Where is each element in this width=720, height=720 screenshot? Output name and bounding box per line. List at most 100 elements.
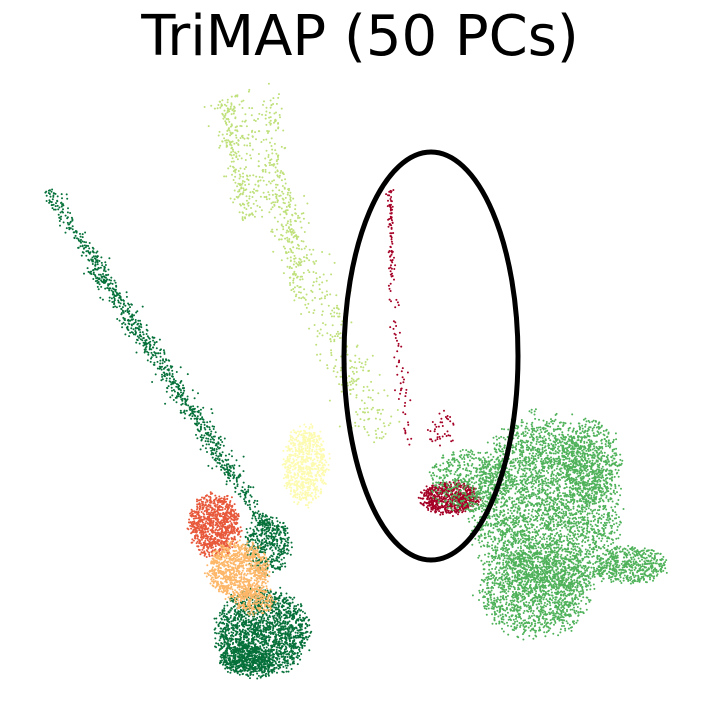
point [286,544,289,547]
point [303,642,306,644]
point [150,356,153,359]
point [288,626,290,628]
point [295,234,298,237]
point [339,369,342,372]
point [252,637,254,640]
point [375,436,378,439]
point [60,215,63,218]
point [288,642,291,645]
point [248,214,251,217]
point [278,114,281,116]
point [282,521,285,524]
point [333,340,336,343]
point [145,333,148,335]
cluster-0-0 [203,82,401,444]
point [296,663,299,666]
point [297,214,300,217]
point [271,520,274,522]
point [277,158,280,161]
point [111,282,114,285]
point [261,527,264,530]
point [315,272,318,275]
point [312,464,315,467]
point [277,524,279,527]
point [299,264,302,267]
point [128,335,131,338]
point [293,270,296,273]
point [267,154,270,156]
point [278,642,281,645]
point [196,437,199,440]
point [280,224,283,227]
point [269,563,272,566]
point [230,449,233,452]
point [326,332,329,335]
point [300,240,303,242]
point [87,250,89,252]
point [269,663,271,666]
point [289,230,292,233]
point [283,549,286,552]
point [226,654,229,657]
point [260,209,263,212]
point [248,197,251,200]
point [293,286,296,289]
point [356,413,359,416]
point [246,673,249,676]
point [303,194,306,197]
point [216,446,219,448]
point [279,602,282,605]
point [133,314,135,317]
point [100,261,103,264]
point [220,613,223,616]
point [241,193,244,196]
point [289,553,292,556]
point [123,302,125,305]
point [261,176,264,179]
point [255,638,258,641]
point [305,616,308,619]
point [274,631,276,633]
point [283,650,286,653]
point [289,220,292,223]
point [295,262,298,265]
point [259,637,261,640]
point [65,193,68,196]
point [363,411,366,414]
point [263,617,266,620]
point [245,656,248,659]
point [234,624,237,627]
point [234,181,237,184]
point [362,386,365,388]
point [267,616,269,619]
point [225,483,228,486]
point [315,277,318,280]
point [234,171,237,174]
point [121,326,124,329]
point [235,641,238,644]
point [231,651,234,654]
point [351,365,353,368]
point [227,657,230,660]
point [265,164,267,167]
point [195,417,198,420]
point [285,252,288,255]
point [210,430,213,433]
point [64,214,67,217]
point [167,385,170,388]
point [290,617,293,620]
point [222,634,225,637]
point [314,296,316,299]
point [218,130,221,133]
point [262,545,265,548]
point [256,512,259,515]
point [359,407,362,410]
point [264,515,267,518]
point [297,217,299,219]
point [165,377,168,380]
point [372,406,374,409]
point [234,95,237,98]
point [287,612,290,615]
point [260,517,263,520]
point [265,535,268,538]
